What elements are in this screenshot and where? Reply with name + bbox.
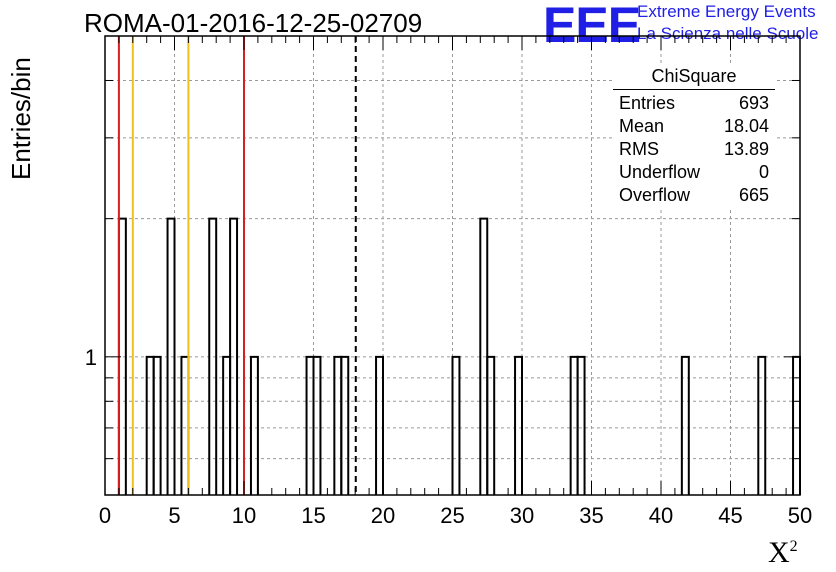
x-tick-label: 0 (99, 503, 111, 528)
x-tick-label: 25 (440, 503, 464, 528)
histogram-bin (340, 355, 350, 495)
eee-logo-mark: EEE (543, 0, 641, 53)
histogram-bin (249, 355, 259, 495)
stats-value: 665 (738, 185, 769, 205)
stats-value: 18.04 (723, 116, 769, 136)
stats-label: Underflow (619, 162, 701, 182)
histogram-bin (208, 217, 218, 495)
x-tick-label: 30 (510, 503, 534, 528)
stats-label: Entries (619, 93, 676, 113)
x-axis-label-superscript: 2 (789, 538, 798, 555)
stats-label: Mean (619, 116, 665, 136)
x-tick-label: 40 (649, 503, 673, 528)
x-tick-label: 10 (232, 503, 256, 528)
stats-box: ChiSquare Entries 693 Mean 18.04 RMS 13.89 … (613, 66, 775, 207)
x-tick-label: 35 (579, 503, 603, 528)
histogram-bin (166, 217, 176, 495)
histogram-bin (680, 355, 690, 495)
x-tick-label: 50 (788, 503, 812, 528)
stats-label: Overflow (619, 185, 691, 205)
x-tick-label: 5 (168, 503, 180, 528)
stats-row-entries: Entries 693 (613, 92, 775, 115)
histogram-bin (757, 355, 767, 495)
stats-label: RMS (619, 139, 659, 159)
logo-text-line2: La Scienza nelle Scuole (637, 24, 819, 43)
stats-row-overflow: Overflow 665 (613, 184, 775, 207)
histogram-bin (451, 355, 461, 495)
histogram-bin (514, 355, 523, 495)
chart-title: ROMA-01-2016-12-25-02709 (84, 8, 423, 38)
stats-row-rms: RMS 13.89 (613, 138, 775, 161)
stats-row-mean: Mean 18.04 (613, 115, 775, 138)
y-tick-label: 1 (85, 345, 97, 370)
stats-row-underflow: Underflow 0 (613, 161, 775, 184)
stats-value: 693 (738, 93, 769, 113)
x-tick-label: 15 (301, 503, 325, 528)
stats-value: 13.89 (723, 139, 769, 159)
histogram-bin (576, 355, 586, 495)
x-tick-label: 45 (718, 503, 742, 528)
stats-box-title: ChiSquare (613, 66, 775, 90)
histogram-bin (375, 355, 384, 495)
x-axis-label-base: X (768, 536, 790, 569)
histogram-bin (312, 355, 322, 495)
histogram-bin (229, 217, 239, 495)
stats-value: 0 (758, 162, 769, 182)
x-axis-label: X2 (768, 536, 798, 570)
x-tick-label: 20 (371, 503, 395, 528)
logo-text-line1: Extreme Energy Events (637, 2, 816, 21)
histogram-bin (152, 355, 162, 495)
histogram-bin (486, 355, 496, 495)
